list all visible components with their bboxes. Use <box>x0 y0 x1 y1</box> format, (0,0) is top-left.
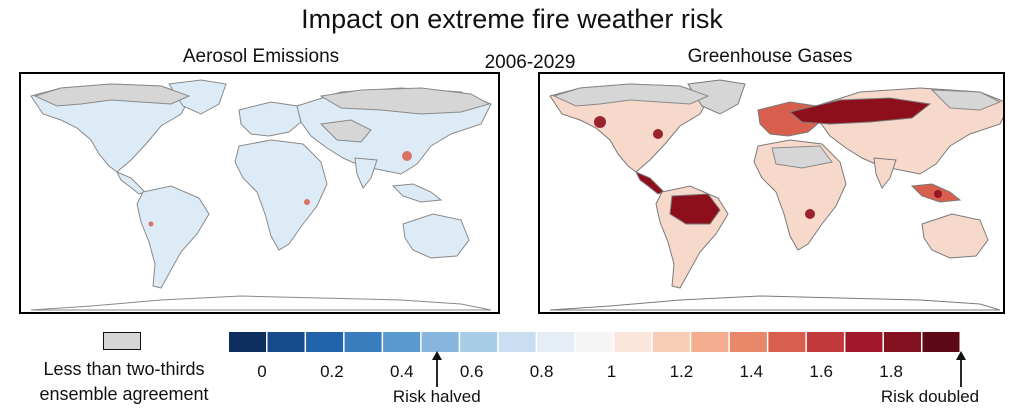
ghg-hot-spots <box>594 116 942 219</box>
no-agreement-label-line2: ensemble agreement <box>39 384 209 404</box>
colorbar-segment <box>729 332 767 352</box>
indonesia-spot <box>934 190 942 198</box>
colorbar-segment <box>883 332 921 352</box>
ghg-no-agreement <box>552 83 1002 169</box>
antarctica <box>30 295 492 311</box>
colorbar-tick-label: 1.2 <box>669 362 694 381</box>
arctic-gray-asia <box>319 87 491 115</box>
colorbar-tick-label: 1.6 <box>809 362 834 381</box>
colorbar-annotation-label: Risk doubled <box>880 387 980 406</box>
colorbar-segment <box>537 332 575 352</box>
colorbar-tick-label: 0.6 <box>459 362 484 381</box>
india <box>354 157 378 189</box>
central-america <box>115 171 146 195</box>
india <box>873 157 897 189</box>
colorbar-segment <box>267 332 305 352</box>
colorbar-tick-label: 0.2 <box>320 362 344 381</box>
colorbar-segment <box>306 332 344 352</box>
risk-colorbar <box>229 332 960 352</box>
central-america <box>634 171 665 195</box>
arctic-gray-na <box>33 83 191 107</box>
australia <box>402 213 470 259</box>
africa <box>753 139 847 251</box>
colorbar-tick-label: 1 <box>606 362 617 381</box>
colorbar-tick-label: 1.8 <box>879 362 903 381</box>
africa <box>234 139 328 251</box>
colorbar-tick-label: 0.4 <box>389 362 414 381</box>
colorbar-segment <box>614 332 652 352</box>
arctic-gray-asia <box>930 89 1002 111</box>
colorbar-tick-label: 0.8 <box>529 362 554 381</box>
europe <box>238 101 302 137</box>
colorbar-segment <box>383 332 421 352</box>
period-label: 2006-2029 <box>484 52 576 73</box>
figure-title: Impact on extreme fire weather risk <box>301 4 723 34</box>
colorbar-segment <box>498 332 536 352</box>
colorbar-segment <box>691 332 729 352</box>
aerosol-no-agreement <box>33 83 491 143</box>
central-asia-gray <box>319 119 372 143</box>
no-agreement-label: Less than two-thirds ensemble agreement <box>14 357 234 407</box>
colorbar-segment <box>845 332 883 352</box>
colorbar-segment <box>575 332 613 352</box>
ghg-map-panel <box>538 72 1005 314</box>
antarctica <box>549 295 1001 311</box>
us-east-spot <box>653 129 663 139</box>
colorbar-segment <box>922 332 960 352</box>
east-africa-spot <box>304 199 310 205</box>
sahara-gray <box>771 145 833 169</box>
greenland <box>168 79 227 115</box>
ghg-world-map <box>549 79 1003 311</box>
siberia-hotspot <box>788 97 932 125</box>
colorbar-segment <box>229 332 267 352</box>
no-agreement-label-line1: Less than two-thirds <box>43 359 205 379</box>
colorbar-tick-label: 1.4 <box>739 362 764 381</box>
arctic-gray-na <box>552 83 710 107</box>
ghg-panel-title: Greenhouse Gases <box>687 46 853 67</box>
greenland <box>687 79 746 115</box>
colorbar-segment <box>768 332 806 352</box>
arrow-up-icon <box>956 351 966 387</box>
colorbar-tick-label: 0 <box>257 362 267 381</box>
east-china-spot <box>402 151 412 161</box>
aerosol-panel-title: Aerosol Emissions <box>182 46 340 67</box>
colorbar-segment <box>652 332 690 352</box>
amazon-hotspot <box>669 193 721 225</box>
peru-spot <box>148 221 154 227</box>
south-america <box>136 185 210 289</box>
australia <box>921 213 989 259</box>
colorbar-segment <box>344 332 382 352</box>
colorbar-segment <box>806 332 844 352</box>
colorbar-segment <box>421 332 459 352</box>
aerosol-warm-spots <box>148 151 412 227</box>
aerosol-map-panel <box>19 72 500 314</box>
aerosol-world-map <box>30 79 492 311</box>
colorbar-annotation-label: Risk halved <box>392 387 481 406</box>
arrow-up-icon <box>431 351 442 387</box>
maritime-asia <box>391 183 443 203</box>
no-agreement-swatch <box>103 332 141 350</box>
colorbar-segment <box>460 332 498 352</box>
southern-africa-spot <box>805 209 815 219</box>
aerosol-land <box>30 79 492 311</box>
canada-spot <box>594 116 606 128</box>
